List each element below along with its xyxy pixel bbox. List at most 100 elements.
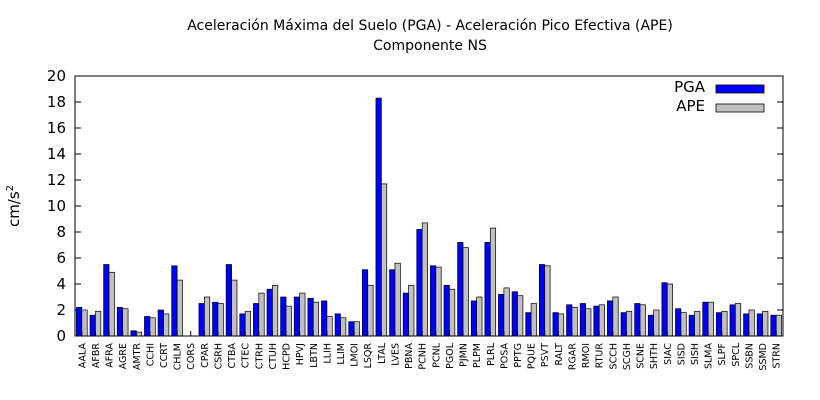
bar-pga-slpf — [715, 312, 723, 337]
legend-swatch-pga — [715, 84, 765, 94]
x-tick-label-ssmd: SSMD — [758, 343, 769, 371]
x-tick-label-ctba: CTBA — [227, 342, 238, 368]
bar-pga-shth — [647, 314, 655, 337]
bar-pga-lbtn — [307, 297, 314, 337]
bar-pga-hpvj — [293, 296, 301, 337]
bar-ape-sish — [694, 310, 701, 337]
x-tick-label-cchi: CCHI — [145, 343, 156, 366]
bar-pga-ctrh — [253, 303, 260, 337]
y-tick-label: 0 — [56, 327, 66, 345]
bar-ape-rmoi — [585, 308, 592, 337]
bar-ape-aala — [81, 309, 88, 337]
bar-pga-plpm — [470, 300, 478, 337]
x-tick-label-siac: SIAC — [663, 343, 674, 365]
bar-pga-slma — [702, 301, 709, 337]
bar-pga-siac — [661, 282, 668, 337]
x-tick-label-csrh: CSRH — [213, 343, 224, 369]
bar-ape-amtr — [135, 331, 143, 337]
x-tick-label-spcl: SPCL — [731, 342, 742, 366]
bar-pga-scne — [634, 303, 641, 337]
bar-ape-pbna — [408, 284, 415, 337]
bar-pga-scch — [607, 300, 614, 337]
bar-ape-siac — [666, 283, 674, 337]
bar-pga-afra — [103, 264, 110, 337]
bar-pga-pcnh — [416, 229, 423, 337]
x-tick-label-strn: STRN — [772, 343, 783, 369]
bar-ape-slpf — [721, 310, 728, 337]
bar-pga-llih — [321, 300, 328, 337]
chart-subtitle: Componente NS — [373, 38, 487, 54]
x-tick-label-plrl: PLRL — [486, 342, 497, 366]
bar-ape-ccrt — [163, 313, 170, 337]
bar-pga-posa — [498, 294, 505, 337]
bar-ape-pcnh — [421, 222, 428, 337]
x-tick-label-rmoi: RMOI — [581, 343, 592, 368]
bar-pga-csrh — [212, 301, 219, 337]
bar-pga-plrl — [484, 242, 491, 337]
bar-ape-ctba — [231, 279, 238, 337]
y-tick-label: 6 — [56, 249, 66, 267]
bar-ape-pjmn — [462, 247, 469, 337]
bar-ape-ctuh — [272, 284, 279, 337]
x-tick-label-shth: SHTH — [649, 343, 660, 369]
bar-pga-llim — [334, 313, 341, 337]
bar-pga-cpar — [198, 303, 205, 337]
y-axis: 0 2 4 6 8 10 12 14 16 18 20 — [47, 67, 783, 345]
y-tick-label: 20 — [47, 67, 66, 85]
bar-ape-pcnl — [435, 266, 442, 337]
x-tick-label-ctec: CTEC — [241, 343, 252, 368]
bar-pga-pcnl — [430, 265, 437, 337]
x-axis: AALA AFBR AFRA AGRE AMTR CCHI CCRT CHLM CORS CPAR… — [77, 331, 783, 371]
y-tick-label: 2 — [56, 301, 66, 319]
x-tick-label-slma: SLMA — [704, 343, 715, 370]
x-tick-label-llim: LLIM — [336, 343, 347, 365]
bar-ape-ralt — [557, 313, 565, 337]
bar-ape-csrh — [217, 303, 224, 337]
bar-pga-ralt — [552, 312, 559, 337]
x-tick-label-slpf: SLPF — [717, 343, 728, 366]
bar-ape-lmoi — [353, 321, 360, 337]
bar-ape-llih — [326, 316, 333, 337]
bar-ape-lves — [394, 262, 401, 337]
bar-pga-sish — [688, 314, 695, 337]
x-tick-label-agre: AGRE — [118, 343, 129, 369]
y-tick-label: 10 — [47, 197, 66, 215]
bar-ape-chlm — [176, 279, 183, 337]
bar-ape-pptg — [517, 295, 524, 337]
bar-ape-spcl — [734, 303, 742, 337]
bar-ape-hpvj — [299, 292, 306, 337]
bar-pga-chlm — [171, 265, 178, 337]
x-tick-label-ctrh: CTRH — [254, 343, 265, 369]
y-tick-label: 4 — [56, 275, 66, 293]
bar-ape-slma — [707, 301, 714, 337]
chart-title: Aceleración Máxima del Suelo (PGA) - Ace… — [187, 18, 673, 34]
x-tick-label-cors: CORS — [186, 343, 197, 370]
bar-ape-rgar — [571, 307, 578, 337]
x-tick-label-afra: AFRA — [105, 343, 116, 368]
bar-ape-afbr — [95, 310, 102, 337]
bar-ape-ssbn — [748, 309, 755, 337]
bar-pga-lsqr — [361, 269, 369, 337]
x-tick-label-sish: SISH — [690, 343, 701, 365]
bar-pga-cchi — [144, 316, 151, 337]
x-tick-label-cpar: CPAR — [200, 343, 211, 368]
bar-pga-agre — [116, 307, 124, 337]
y-axis-label-exponent: 2 — [5, 185, 16, 191]
x-tick-label-scch: SCCH — [608, 343, 619, 369]
y-tick-label: 14 — [47, 145, 66, 163]
bar-ape-rtur — [598, 304, 605, 337]
legend: PGA APE — [674, 78, 765, 115]
bar-pga-spcl — [729, 304, 736, 337]
bar-pga-aala — [76, 307, 83, 337]
bar-pga-ssmd — [756, 313, 763, 337]
x-tick-label-scne: SCNE — [636, 343, 647, 369]
bar-ape-cchi — [149, 317, 156, 337]
x-tick-label-afbr: AFBR — [91, 343, 102, 368]
x-tick-label-sisd: SISD — [676, 343, 687, 365]
bar-pga-sisd — [675, 308, 682, 337]
bar-ape-agre — [122, 308, 129, 337]
x-tick-label-pcnh: PCNH — [418, 343, 429, 370]
bar-pga-lves — [389, 269, 396, 337]
bar-ape-ctec — [244, 310, 251, 337]
bar-ape-llim — [340, 317, 347, 337]
